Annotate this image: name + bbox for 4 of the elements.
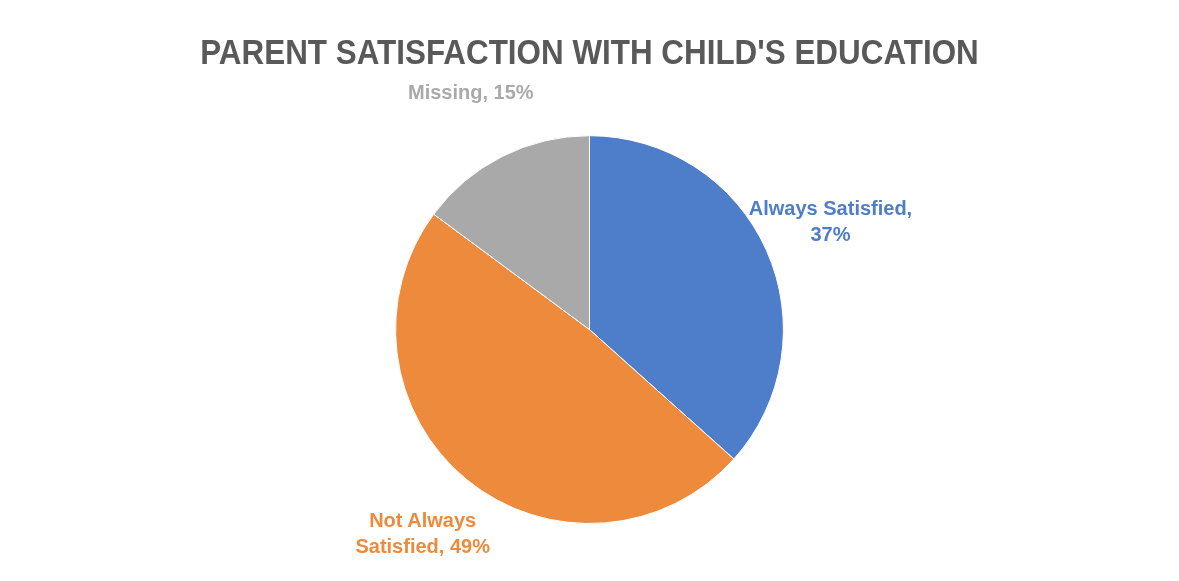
slice-label: Missing, 15%: [407, 81, 534, 104]
chart-title: PARENT SATISFACTION WITH CHILD'S EDUCATION: [200, 30, 979, 71]
slice-label: Always Satisfied, 37%: [748, 196, 913, 245]
slice-label: Not Always Satisfied, 49%: [355, 508, 491, 557]
